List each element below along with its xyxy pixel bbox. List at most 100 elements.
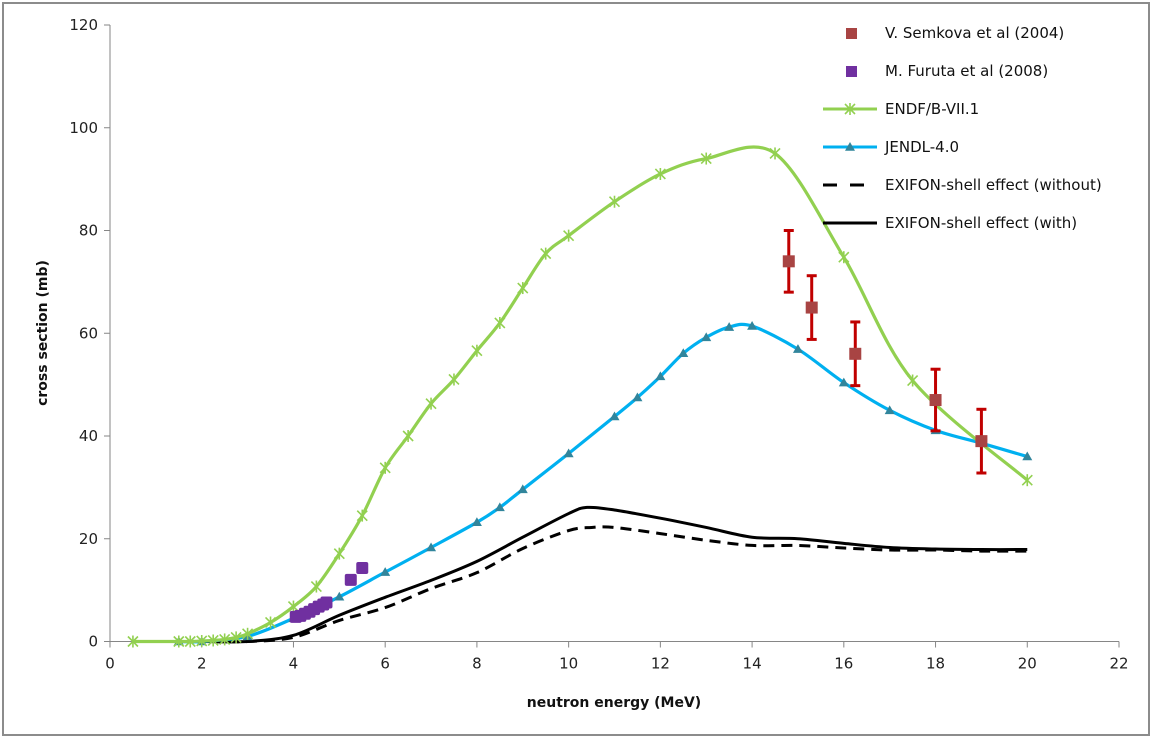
x-tick-label: 16: [834, 655, 853, 673]
legend-square-icon: [846, 66, 857, 77]
data-point-asterisk: [494, 316, 506, 329]
x-axis-title: neutron energy (MeV): [527, 695, 701, 711]
legend-item: M. Furuta et al (2008): [846, 62, 1048, 80]
legend-label: V. Semkova et al (2004): [885, 24, 1064, 42]
data-point-square: [344, 573, 357, 586]
y-tick-label: 100: [69, 119, 98, 137]
data-point-triangle: [563, 448, 574, 458]
legend-item: V. Semkova et al (2004): [846, 24, 1064, 42]
legend-symbol: [846, 66, 857, 77]
x-tick-label: 10: [559, 655, 578, 673]
data-point-asterisk: [1021, 474, 1033, 487]
data-point-square: [975, 435, 988, 448]
data-point-triangle: [1022, 451, 1033, 461]
data-point-asterisk: [207, 634, 219, 647]
x-tick-label: 12: [651, 655, 670, 673]
legend-symbol: [823, 142, 877, 151]
data-point-square: [929, 394, 942, 407]
legend-item: ENDF/B-VII.1: [823, 100, 979, 118]
x-tick-label: 20: [1018, 655, 1037, 673]
series-layer: [127, 145, 1033, 648]
x-tick-label: 6: [380, 655, 390, 673]
data-point-asterisk: [356, 509, 368, 522]
series-exifon-shell-effect-without: [155, 525, 1028, 644]
data-point-asterisk: [264, 616, 277, 629]
legend-label: ENDF/B-VII.1: [885, 100, 979, 118]
data-point-asterisk: [907, 374, 919, 387]
data-point-asterisk: [425, 397, 437, 410]
series-m-furuta-et-al-2008: [289, 562, 369, 623]
data-point-asterisk: [540, 247, 552, 260]
data-point-triangle: [838, 377, 849, 387]
data-point-asterisk: [242, 627, 254, 640]
data-point-triangle: [655, 371, 666, 381]
data-point-asterisk: [127, 635, 139, 648]
data-point-triangle: [517, 484, 528, 494]
x-tick-label: 22: [1109, 655, 1128, 673]
data-point-square: [782, 255, 795, 268]
x-tick-label: 2: [197, 655, 207, 673]
data-point-asterisk: [838, 251, 850, 264]
legend-item: JENDL-4.0: [823, 138, 959, 156]
legend-label: JENDL-4.0: [884, 138, 959, 156]
data-point-asterisk: [402, 430, 414, 442]
x-tick-label: 8: [472, 655, 482, 673]
legend-symbol: [846, 28, 857, 39]
data-point-asterisk: [310, 580, 322, 593]
legend: V. Semkova et al (2004) M. Furuta et al (…: [823, 24, 1102, 232]
data-point-triangle: [792, 344, 803, 353]
x-tick-label: 0: [105, 655, 115, 673]
data-point-asterisk: [471, 344, 483, 357]
series-line: [178, 322, 1028, 644]
series-v-semkova-et-al-2004: [782, 229, 988, 475]
legend-symbol: [823, 103, 877, 115]
series-exifon-shell-effect-with: [155, 505, 1028, 644]
legend-label: EXIFON-shell effect (without): [885, 176, 1102, 194]
data-point-asterisk: [517, 282, 529, 295]
data-point-asterisk: [379, 461, 391, 474]
data-point-triangle: [471, 517, 482, 527]
data-point-asterisk: [700, 152, 712, 165]
series-line: [155, 505, 1028, 644]
data-point-asterisk: [333, 547, 345, 560]
data-point-square: [320, 596, 333, 609]
data-point-square: [805, 301, 818, 314]
legend-label: M. Furuta et al (2008): [885, 62, 1048, 80]
y-axis-title: cross section (mb): [35, 260, 51, 406]
data-point-triangle: [747, 321, 758, 330]
data-point-asterisk: [563, 229, 575, 242]
data-point-asterisk: [608, 195, 621, 208]
y-tick-label: 0: [88, 633, 98, 651]
series-endf-b-vii-1: [127, 145, 1033, 648]
data-point-asterisk: [230, 631, 242, 644]
legend-asterisk-icon: [844, 103, 856, 115]
y-tick-label: 60: [79, 324, 98, 342]
data-point-triangle: [609, 411, 620, 421]
data-point-asterisk: [184, 635, 196, 648]
data-point-asterisk: [769, 147, 781, 160]
data-point-asterisk: [448, 373, 460, 386]
data-point-triangle: [334, 591, 345, 601]
legend-item: EXIFON-shell effect (with): [823, 214, 1077, 232]
y-tick-label: 20: [79, 530, 98, 548]
data-point-asterisk: [219, 633, 231, 646]
data-point-triangle: [678, 348, 689, 358]
legend-label: EXIFON-shell effect (with): [885, 214, 1077, 232]
series-line: [155, 525, 1028, 644]
legend-square-icon: [846, 28, 857, 39]
y-tick-label: 120: [69, 16, 98, 34]
x-tick-label: 4: [289, 655, 299, 673]
data-point-asterisk: [654, 167, 666, 180]
data-point-square: [356, 562, 369, 575]
data-point-triangle: [701, 332, 712, 342]
data-point-triangle: [380, 567, 391, 576]
axes: 0 20 40 60 80 100 120 0 2 4 6 8 10 12 14 16 18 20 22: [69, 16, 1128, 673]
x-tick-label: 18: [926, 655, 945, 673]
legend-triangle-icon: [845, 142, 855, 151]
legend-item: EXIFON-shell effect (without): [823, 176, 1102, 194]
data-point-asterisk: [196, 634, 208, 647]
y-tick-label: 80: [79, 222, 98, 240]
data-point-triangle: [426, 542, 437, 552]
